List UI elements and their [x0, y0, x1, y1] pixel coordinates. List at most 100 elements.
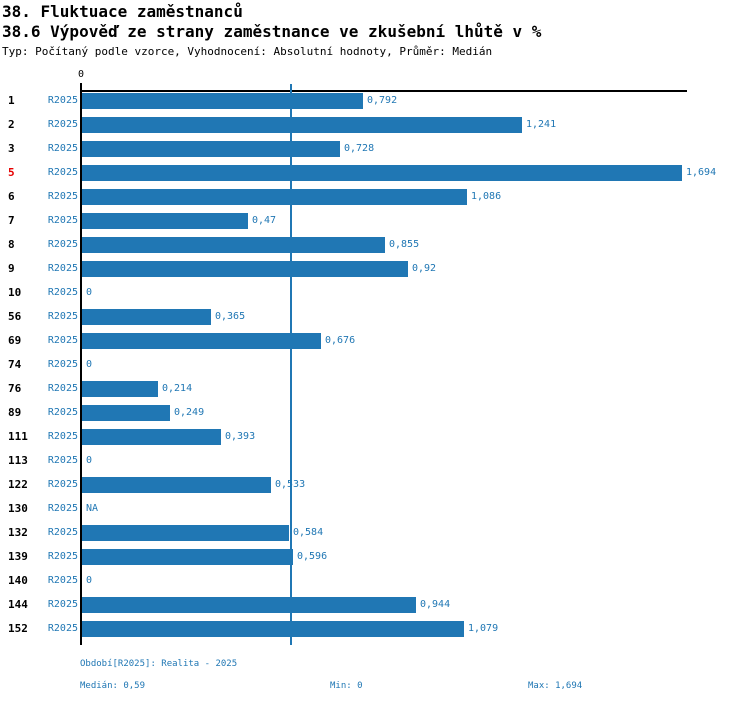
- chart-row: 2 R2025 1,241: [0, 117, 750, 133]
- row-value-label: 0,47: [252, 215, 277, 226]
- row-number: 113: [8, 454, 28, 467]
- row-number: 5: [8, 166, 15, 179]
- chart-row: 56 R2025 0,365: [0, 309, 750, 325]
- chart-row: 5 R2025 1,694: [0, 165, 750, 181]
- row-number: 7: [8, 214, 15, 227]
- y-axis-line: [80, 83, 82, 645]
- row-bar: [82, 189, 467, 205]
- chart-row: 69 R2025 0,676: [0, 333, 750, 349]
- chart-row: 152 R2025 1,079: [0, 621, 750, 637]
- row-series-label: R2025: [47, 191, 78, 202]
- row-bar: [82, 381, 158, 397]
- row-number: 132: [8, 526, 28, 539]
- chart-row: 144 R2025 0,944: [0, 597, 750, 613]
- x-axis-zero-label: 0: [77, 69, 85, 80]
- chart-row: 3 R2025 0,728: [0, 141, 750, 157]
- row-bar: [82, 237, 385, 253]
- row-value-label: 0,214: [162, 383, 193, 394]
- chart-title-line2: 38.6 Výpověď ze strany zaměstnance ve zk…: [2, 22, 542, 41]
- footer-max: Max: 1,694: [528, 681, 583, 691]
- row-bar: [82, 165, 682, 181]
- chart-row: 140 R2025 0: [0, 573, 750, 589]
- row-bar: [82, 333, 321, 349]
- chart-row: 74 R2025 0: [0, 357, 750, 373]
- chart-row: 130 R2025 NA: [0, 501, 750, 517]
- row-value-label: 0,855: [389, 239, 420, 250]
- row-number: 3: [8, 142, 15, 155]
- row-bar: [82, 141, 340, 157]
- footer-median: Medián: 0,59: [80, 681, 146, 691]
- chart-row: 111 R2025 0,393: [0, 429, 750, 445]
- chart-row: 139 R2025 0,596: [0, 549, 750, 565]
- chart-row: 9 R2025 0,92: [0, 261, 750, 277]
- row-series-label: R2025: [47, 263, 78, 274]
- row-number: 56: [8, 310, 22, 323]
- row-value-label: 0,584: [293, 527, 324, 538]
- row-series-label: R2025: [47, 527, 78, 538]
- row-series-label: R2025: [47, 623, 78, 634]
- row-value-label: 1,086: [471, 191, 502, 202]
- row-number: 69: [8, 334, 22, 347]
- row-bar: [82, 405, 170, 421]
- row-series-label: R2025: [47, 95, 78, 106]
- row-number: 1: [8, 94, 15, 107]
- row-number: 74: [8, 358, 22, 371]
- row-series-label: R2025: [47, 119, 78, 130]
- chart-row: 89 R2025 0,249: [0, 405, 750, 421]
- row-series-label: R2025: [47, 167, 78, 178]
- median-line: [290, 84, 292, 645]
- x-axis-line: [80, 90, 687, 92]
- row-series-label: R2025: [47, 455, 78, 466]
- row-bar: [82, 261, 408, 277]
- footer-period: Období[R2025]: Realita - 2025: [80, 659, 238, 669]
- row-number: 9: [8, 262, 15, 275]
- row-value-label: NA: [86, 503, 99, 514]
- chart-row: 6 R2025 1,086: [0, 189, 750, 205]
- row-value-label: 0,728: [344, 143, 375, 154]
- row-series-label: R2025: [47, 503, 78, 514]
- row-bar: [82, 621, 464, 637]
- row-number: 111: [8, 430, 28, 443]
- row-value-label: 0,596: [297, 551, 328, 562]
- row-series-label: R2025: [47, 335, 78, 346]
- row-value-label: 1,694: [686, 167, 717, 178]
- row-number: 6: [8, 190, 15, 203]
- footer-min: Min: 0: [330, 681, 363, 691]
- row-value-label: 1,241: [526, 119, 557, 130]
- row-value-label: 0: [86, 575, 93, 586]
- row-number: 144: [8, 598, 28, 611]
- row-series-label: R2025: [47, 383, 78, 394]
- row-number: 10: [8, 286, 22, 299]
- row-series-label: R2025: [47, 551, 78, 562]
- row-bar: [82, 525, 289, 541]
- chart-subtitle: Typ: Počítaný podle vzorce, Vyhodnocení:…: [2, 45, 493, 58]
- row-number: 130: [8, 502, 28, 515]
- row-bar: [82, 477, 271, 493]
- row-value-label: 0,533: [275, 479, 306, 490]
- row-value-label: 0,676: [325, 335, 356, 346]
- row-value-label: 0,944: [420, 599, 451, 610]
- chart-row: 76 R2025 0,214: [0, 381, 750, 397]
- row-series-label: R2025: [47, 407, 78, 418]
- row-bar: [82, 93, 363, 109]
- row-bar: [82, 117, 522, 133]
- row-bar: [82, 213, 248, 229]
- row-number: 8: [8, 238, 15, 251]
- chart-title-line1: 38. Fluktuace zaměstnanců: [2, 2, 243, 21]
- row-value-label: 0,92: [412, 263, 437, 274]
- row-series-label: R2025: [47, 311, 78, 322]
- row-series-label: R2025: [47, 575, 78, 586]
- row-series-label: R2025: [47, 143, 78, 154]
- row-value-label: 0: [86, 359, 93, 370]
- row-series-label: R2025: [47, 431, 78, 442]
- row-value-label: 0,792: [367, 95, 398, 106]
- chart-row: 10 R2025 0: [0, 285, 750, 301]
- chart-row: 1 R2025 0,792: [0, 93, 750, 109]
- chart-row: 113 R2025 0: [0, 453, 750, 469]
- row-number: 122: [8, 478, 28, 491]
- row-bar: [82, 429, 221, 445]
- row-number: 2: [8, 118, 15, 131]
- row-number: 140: [8, 574, 28, 587]
- chart-row: 132 R2025 0,584: [0, 525, 750, 541]
